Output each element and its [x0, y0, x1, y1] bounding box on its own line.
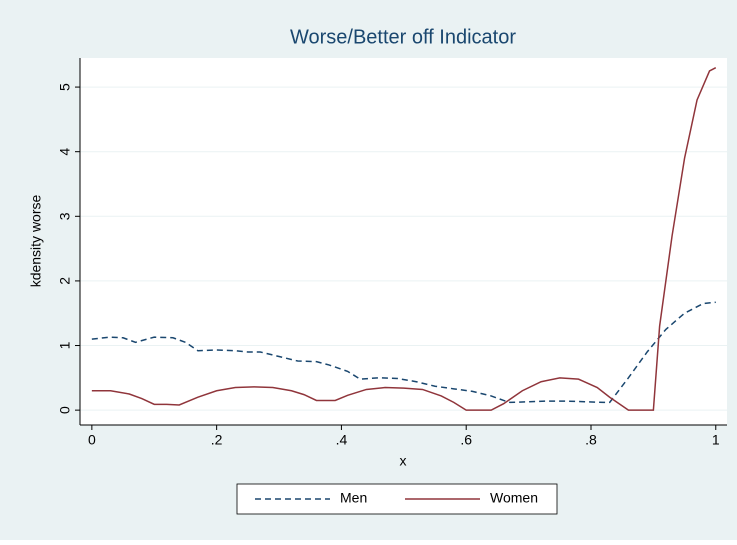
x-tick-label: .4 [336, 432, 348, 448]
y-tick-label: 2 [57, 277, 73, 285]
plot-area [80, 58, 727, 425]
y-tick-label: 5 [57, 83, 73, 91]
chart-title: Worse/Better off Indicator [290, 26, 516, 48]
x-tick-label: .6 [460, 432, 472, 448]
y-tick-label: 3 [57, 212, 73, 220]
y-axis-label: kdensity worse [28, 194, 44, 287]
series-line [91, 301, 716, 404]
x-tick-label: .2 [211, 432, 223, 448]
legend-label: Women [490, 490, 538, 506]
x-tick-label: 1 [712, 432, 720, 448]
y-tick-label: 1 [57, 341, 73, 349]
x-tick-label: .8 [585, 432, 597, 448]
y-tick-label: 4 [57, 148, 73, 156]
legend-label: Men [340, 490, 367, 506]
y-tick-label: 0 [57, 406, 73, 414]
x-tick-label: 0 [88, 432, 96, 448]
x-axis-label: x [400, 453, 407, 469]
series-line [91, 67, 717, 411]
